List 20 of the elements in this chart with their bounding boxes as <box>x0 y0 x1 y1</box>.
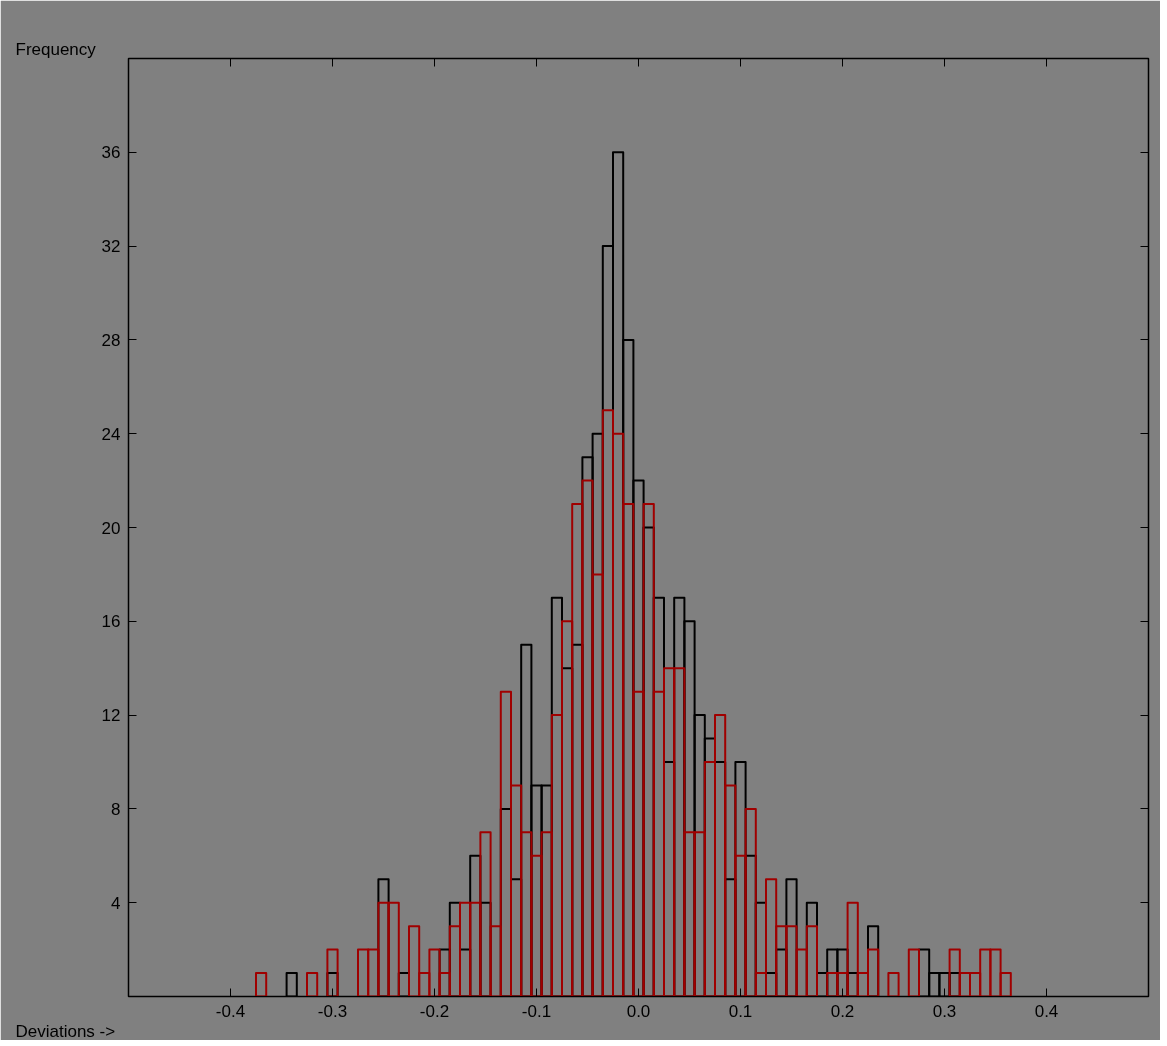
x-axis-title: Deviations -> <box>15 1021 116 1041</box>
y-axis-title: Frequency <box>15 39 97 59</box>
x-tick-label: -0.2 <box>419 1001 450 1021</box>
y-tick-label: 32 <box>101 237 121 257</box>
x-tick-label: -0.4 <box>215 1001 246 1021</box>
y-tick-label: 28 <box>101 330 121 350</box>
y-tick-label: 36 <box>101 143 121 163</box>
y-tick-label: 20 <box>101 518 121 538</box>
y-tick-label: 12 <box>101 706 121 726</box>
x-tick-label: 0.1 <box>728 1001 753 1021</box>
x-tick-label: -0.1 <box>521 1001 552 1021</box>
y-tick-label: 4 <box>111 893 121 913</box>
y-tick-label: 16 <box>101 612 121 632</box>
x-tick-label: 0.2 <box>830 1001 855 1021</box>
y-tick-label: 8 <box>111 799 121 819</box>
x-tick-label: 0.3 <box>932 1001 957 1021</box>
x-tick-label: 0.0 <box>626 1001 651 1021</box>
x-tick-label: 0.4 <box>1034 1001 1059 1021</box>
x-tick-label: -0.3 <box>317 1001 348 1021</box>
y-tick-label: 24 <box>101 424 121 444</box>
